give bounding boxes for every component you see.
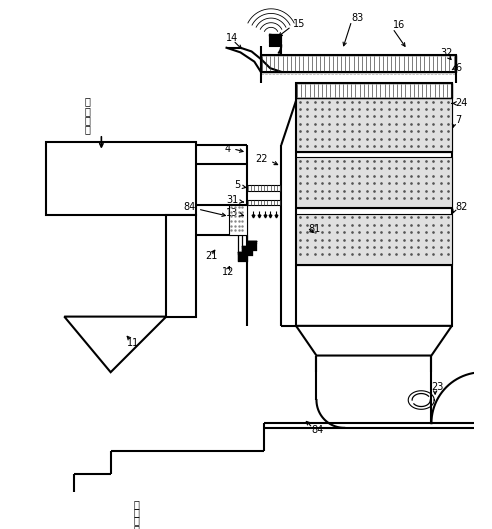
Polygon shape bbox=[64, 316, 166, 372]
Text: 32: 32 bbox=[441, 48, 453, 58]
Text: 6: 6 bbox=[456, 63, 461, 73]
Text: 4: 4 bbox=[225, 144, 231, 154]
Polygon shape bbox=[296, 214, 452, 264]
Text: 12: 12 bbox=[222, 267, 234, 277]
Text: 11: 11 bbox=[127, 338, 140, 348]
Polygon shape bbox=[296, 98, 452, 152]
Text: 7: 7 bbox=[456, 115, 462, 125]
Polygon shape bbox=[296, 83, 452, 326]
Polygon shape bbox=[296, 157, 452, 208]
Polygon shape bbox=[229, 205, 247, 235]
Polygon shape bbox=[261, 55, 456, 72]
Polygon shape bbox=[46, 142, 196, 215]
Text: 煤: 煤 bbox=[85, 106, 91, 116]
Text: 15: 15 bbox=[293, 19, 306, 29]
Text: 22: 22 bbox=[256, 154, 268, 164]
Text: 器: 器 bbox=[85, 115, 91, 125]
Text: 去: 去 bbox=[134, 499, 140, 509]
Text: 84: 84 bbox=[184, 202, 196, 212]
Text: 空: 空 bbox=[134, 507, 140, 517]
Text: 21: 21 bbox=[205, 251, 217, 261]
Text: 预: 预 bbox=[134, 516, 140, 525]
Text: 来: 来 bbox=[85, 124, 91, 134]
Text: 84: 84 bbox=[311, 425, 323, 435]
Polygon shape bbox=[296, 326, 452, 355]
Text: 13: 13 bbox=[226, 208, 239, 218]
Text: 14: 14 bbox=[226, 33, 238, 43]
Text: 省: 省 bbox=[85, 96, 91, 106]
Text: 23: 23 bbox=[431, 382, 444, 392]
Text: 24: 24 bbox=[456, 98, 468, 108]
Text: 82: 82 bbox=[456, 202, 468, 212]
Text: 16: 16 bbox=[393, 21, 405, 31]
Text: 81: 81 bbox=[308, 224, 320, 233]
Text: 5: 5 bbox=[234, 180, 241, 190]
Text: 器: 器 bbox=[134, 524, 140, 529]
Text: 31: 31 bbox=[226, 195, 239, 205]
Text: 83: 83 bbox=[352, 13, 364, 23]
Polygon shape bbox=[166, 215, 196, 316]
